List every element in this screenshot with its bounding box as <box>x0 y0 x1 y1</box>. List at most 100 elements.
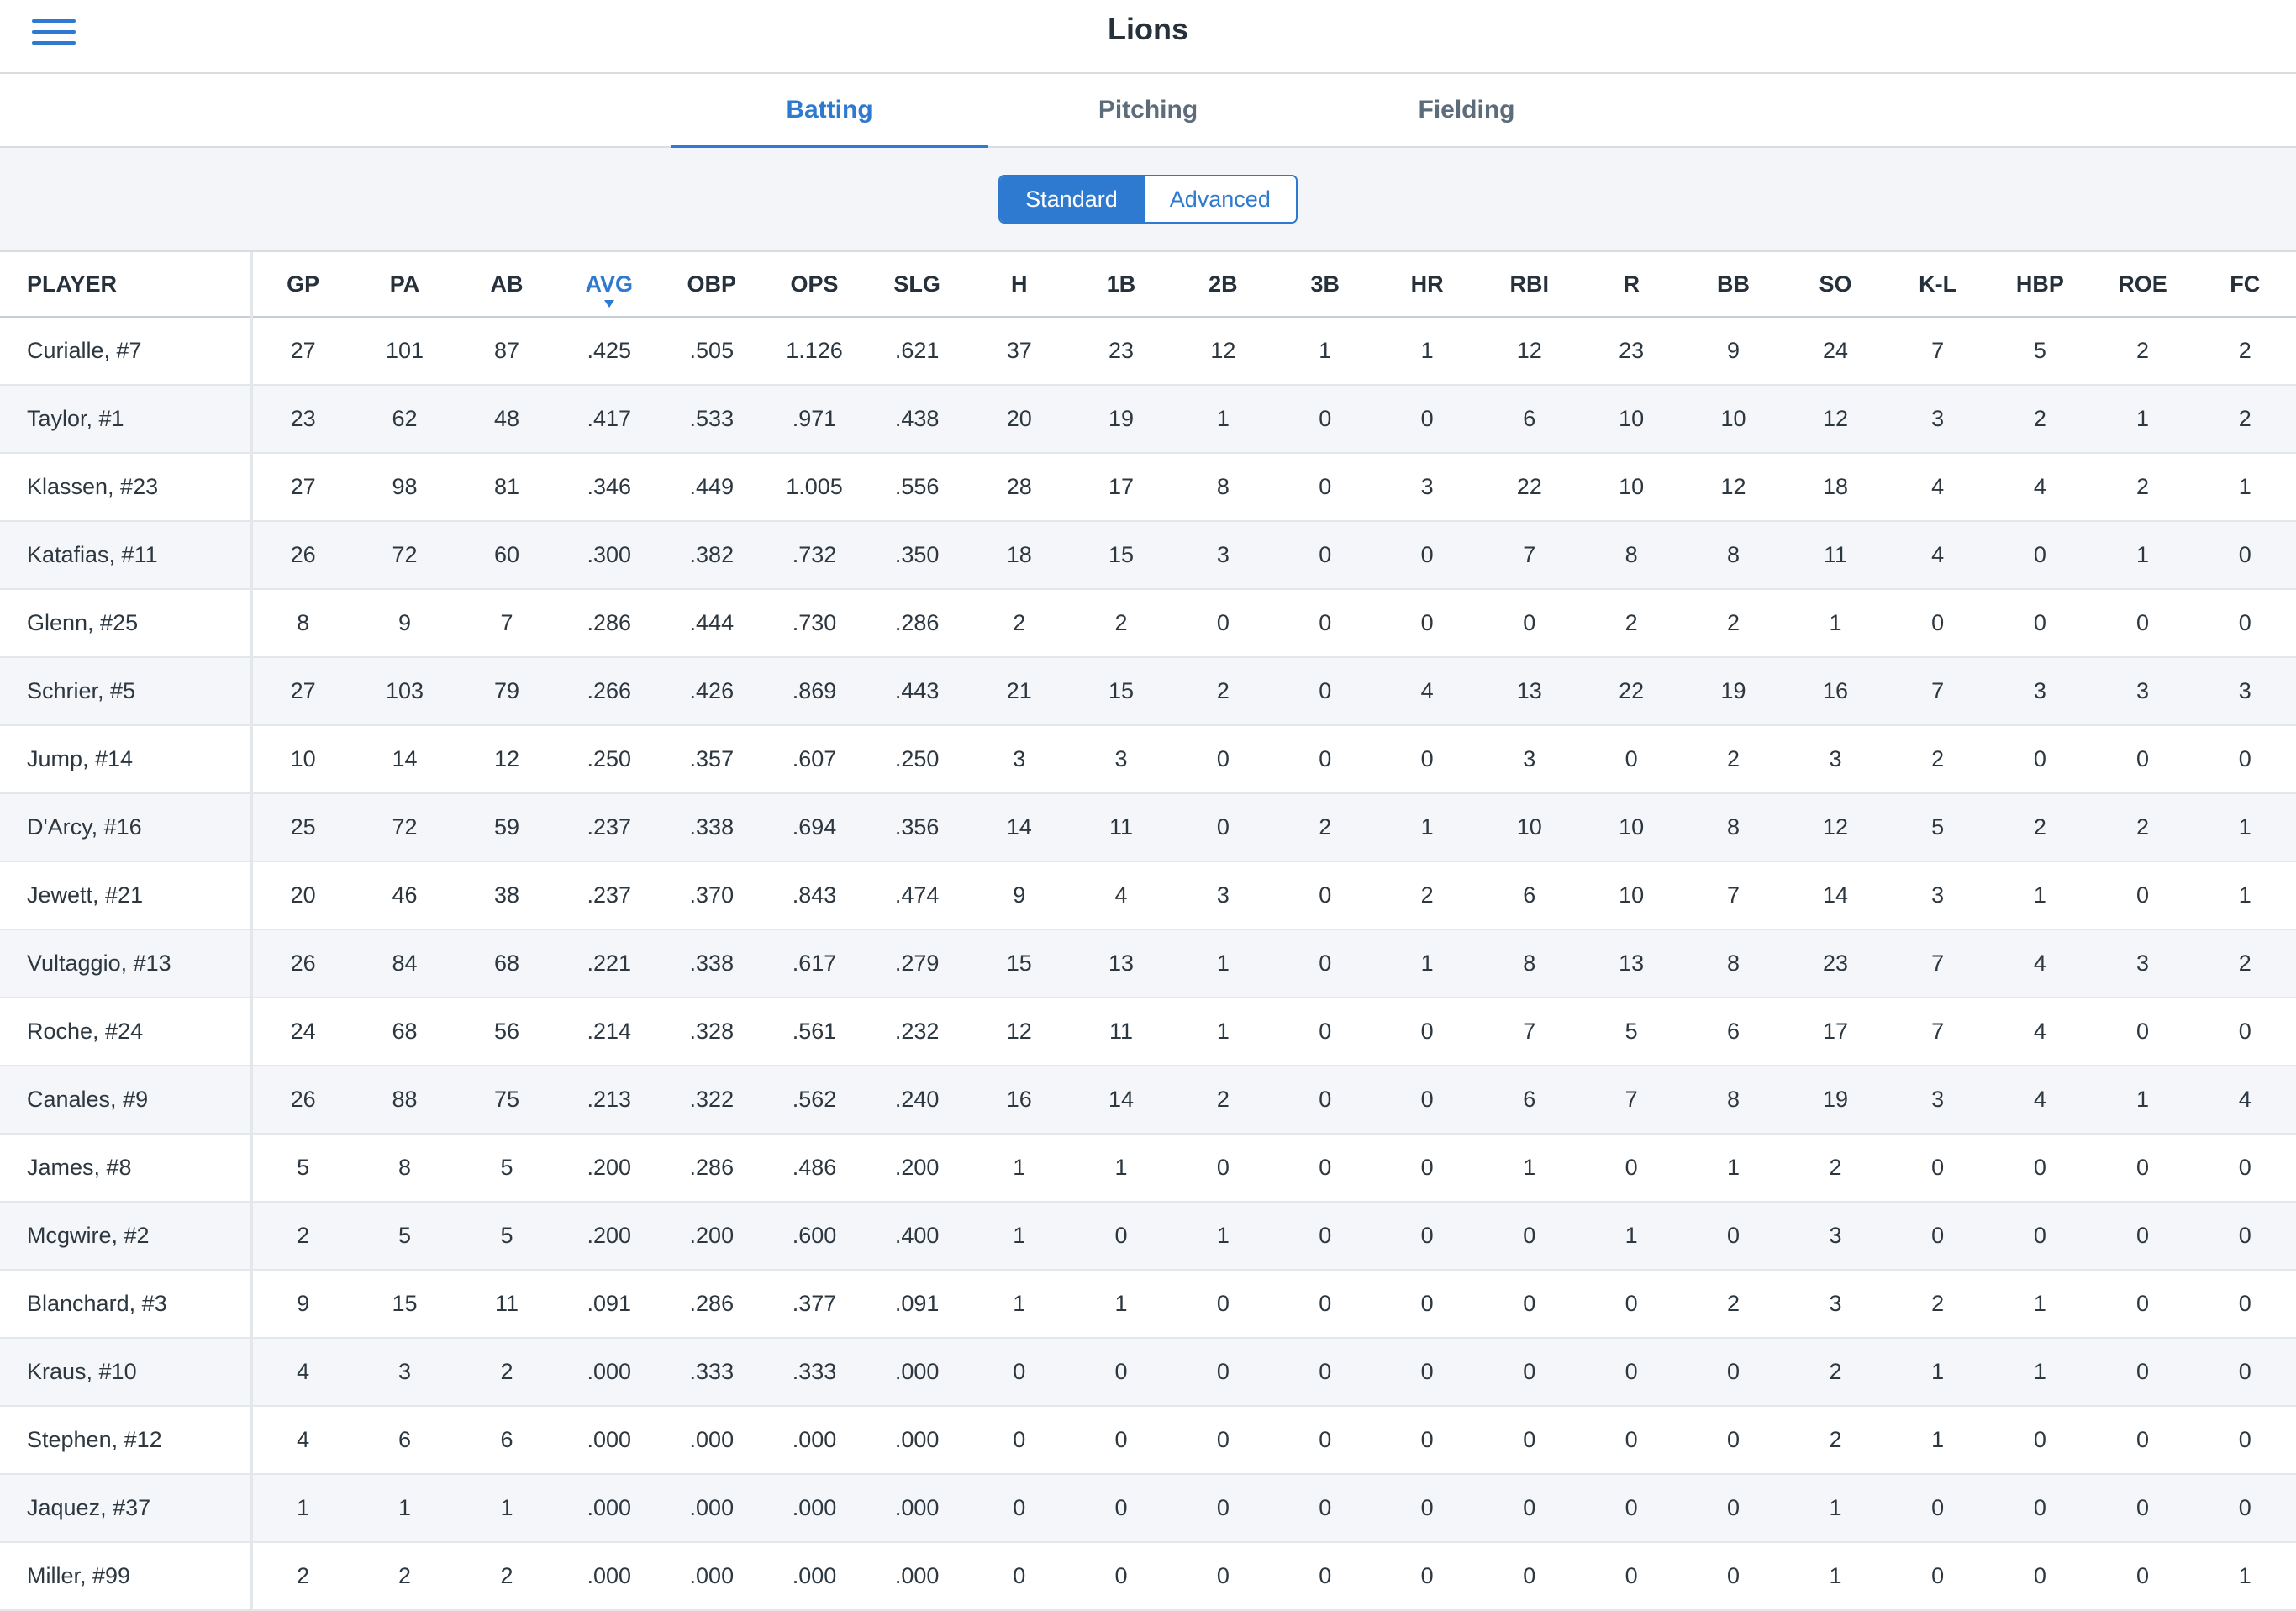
stat-cell-3b: 0 <box>1274 929 1376 998</box>
stat-cell-gp: 8 <box>251 589 354 657</box>
column-header-player[interactable]: PLAYER <box>0 252 251 317</box>
column-header-ab[interactable]: AB <box>456 252 557 317</box>
player-name-cell: Jewett, #21 <box>0 861 251 929</box>
stat-cell-h: 1 <box>968 1134 1070 1202</box>
stat-cell-2b: 1 <box>1172 929 1274 998</box>
stat-cell-fc: 2 <box>2194 929 2296 998</box>
stat-cell-rbi: 1 <box>1478 1134 1581 1202</box>
stat-cell-k-l: 2 <box>1887 1270 1989 1338</box>
column-header-so[interactable]: SO <box>1784 252 1886 317</box>
stat-cell-bb: 0 <box>1683 1542 1784 1610</box>
column-header-roe[interactable]: ROE <box>2091 252 2193 317</box>
stat-cell-bb: 6 <box>1683 998 1784 1066</box>
stat-cell-hbp: 2 <box>1988 793 2091 861</box>
stat-cell-hr: 0 <box>1376 1134 1477 1202</box>
stat-cell-rbi: 6 <box>1478 861 1581 929</box>
column-header-avg[interactable]: AVG <box>558 252 661 317</box>
stat-cell-pa: 72 <box>354 793 456 861</box>
stat-cell-ab: 79 <box>456 657 557 725</box>
tab-fielding[interactable]: Fielding <box>1308 74 1625 146</box>
stat-cell-pa: 15 <box>354 1270 456 1338</box>
stat-cell-3b: 0 <box>1274 861 1376 929</box>
column-header-slg[interactable]: SLG <box>866 252 968 317</box>
stat-cell-so: 18 <box>1784 453 1886 521</box>
stat-cell-hr: 0 <box>1376 725 1477 793</box>
stat-cell-bb: 12 <box>1683 453 1784 521</box>
stat-cell-hr: 3 <box>1376 453 1477 521</box>
column-header-1b[interactable]: 1B <box>1070 252 1172 317</box>
column-header-hr[interactable]: HR <box>1376 252 1477 317</box>
tab-batting[interactable]: Batting <box>671 74 988 146</box>
stat-cell-rbi: 0 <box>1478 1270 1581 1338</box>
advanced-button[interactable]: Advanced <box>1143 176 1296 222</box>
stat-cell-fc: 0 <box>2194 1270 2296 1338</box>
standard-button[interactable]: Standard <box>1000 176 1143 222</box>
stat-cell-ops: .694 <box>763 793 866 861</box>
stat-cell-avg: .346 <box>558 453 661 521</box>
stat-cell-rbi: 13 <box>1478 657 1581 725</box>
stat-cell-hbp: 4 <box>1988 1066 2091 1134</box>
column-header-bb[interactable]: BB <box>1683 252 1784 317</box>
stat-cell-bb: 19 <box>1683 657 1784 725</box>
stat-cell-1b: 0 <box>1070 1202 1172 1270</box>
stat-cell-slg: .000 <box>866 1338 968 1406</box>
stat-cell-rbi: 6 <box>1478 1066 1581 1134</box>
column-header-2b[interactable]: 2B <box>1172 252 1274 317</box>
stat-cell-hbp: 0 <box>1988 521 2091 589</box>
stat-cell-fc: 0 <box>2194 1134 2296 1202</box>
stat-cell-bb: 2 <box>1683 589 1784 657</box>
column-header-k-l[interactable]: K-L <box>1887 252 1989 317</box>
stat-cell-avg: .000 <box>558 1406 661 1474</box>
column-header-fc[interactable]: FC <box>2194 252 2296 317</box>
player-name-cell: Canales, #9 <box>0 1066 251 1134</box>
stat-cell-fc: 2 <box>2194 317 2296 385</box>
stat-cell-ops: .600 <box>763 1202 866 1270</box>
stat-cell-pa: 68 <box>354 998 456 1066</box>
stat-cell-pa: 46 <box>354 861 456 929</box>
stat-cell-avg: .250 <box>558 725 661 793</box>
column-header-hbp[interactable]: HBP <box>1988 252 2091 317</box>
stat-cell-slg: .286 <box>866 589 968 657</box>
stat-cell-h: 0 <box>968 1406 1070 1474</box>
column-header-obp[interactable]: OBP <box>661 252 763 317</box>
stat-cell-2b: 0 <box>1172 1270 1274 1338</box>
column-header-r[interactable]: R <box>1581 252 1683 317</box>
column-header-rbi[interactable]: RBI <box>1478 252 1581 317</box>
stat-cell-ops: 1.126 <box>763 317 866 385</box>
stat-cell-r: 10 <box>1581 453 1683 521</box>
column-header-3b[interactable]: 3B <box>1274 252 1376 317</box>
tab-pitching[interactable]: Pitching <box>989 74 1307 146</box>
column-header-ops[interactable]: OPS <box>763 252 866 317</box>
column-header-pa[interactable]: PA <box>354 252 456 317</box>
column-header-h[interactable]: H <box>968 252 1070 317</box>
column-header-gp[interactable]: GP <box>251 252 354 317</box>
stat-cell-avg: .286 <box>558 589 661 657</box>
stat-cell-fc: 0 <box>2194 725 2296 793</box>
stat-cell-2b: 1 <box>1172 385 1274 453</box>
stat-cell-h: 0 <box>968 1542 1070 1610</box>
stat-cell-ab: 59 <box>456 793 557 861</box>
stat-cell-ab: 12 <box>456 725 557 793</box>
stat-cell-gp: 20 <box>251 861 354 929</box>
stat-cell-ops: 1.005 <box>763 453 866 521</box>
